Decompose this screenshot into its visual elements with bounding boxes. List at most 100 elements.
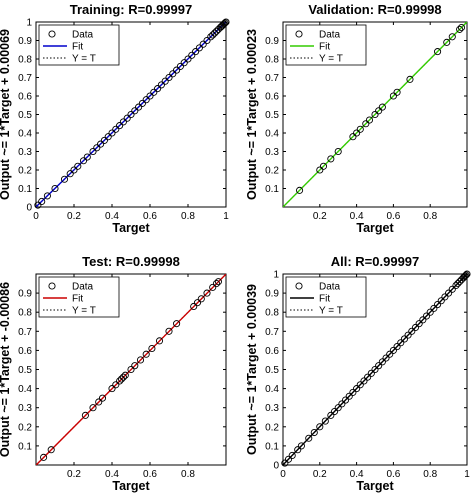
data-point: [155, 337, 164, 345]
data-point: [95, 398, 103, 406]
data-point: [108, 129, 116, 137]
y-tick-label: 0.6: [265, 92, 279, 103]
data-point: [288, 451, 296, 460]
x-tick-label: 0.2: [67, 469, 81, 480]
legend-label: Y = T: [72, 54, 96, 65]
data-point: [150, 88, 158, 96]
data-point: [327, 411, 335, 419]
data-point: [456, 278, 464, 286]
data-point: [386, 350, 394, 358]
data-point: [184, 55, 192, 63]
data-point: [362, 120, 370, 128]
x-tick-label: 0.6: [143, 211, 157, 222]
data-point: [176, 62, 184, 70]
legend-box: [285, 276, 367, 318]
fit-line: [36, 274, 226, 465]
legend-label: Y = T: [72, 306, 96, 317]
data-point: [422, 312, 431, 320]
data-point: [66, 170, 74, 178]
plot-panel-4: All: R=0.99997 0 0.2 0.4 0.6 0.8 1 0 0.1 0.2 0.3 0.…: [245, 254, 471, 493]
data-point: [411, 323, 420, 332]
data-point: [40, 453, 48, 461]
data-point: [180, 59, 188, 67]
data-point: [74, 162, 82, 170]
data-point: [461, 272, 469, 280]
data-point: [209, 31, 217, 39]
data-point: [203, 36, 211, 45]
data-point: [195, 44, 203, 52]
data-point: [173, 320, 181, 328]
y-tick-label: 0.6: [18, 92, 32, 103]
data-point: [34, 201, 42, 209]
y-tick-label: 0.2: [265, 166, 279, 177]
legend-label: Data: [72, 30, 94, 41]
y-tick-label: 0.7: [265, 327, 279, 338]
x-tick-label: 1: [464, 469, 470, 480]
data-point: [360, 377, 368, 385]
data-point: [445, 289, 453, 297]
y-tick-label: 0.4: [265, 384, 279, 395]
y-axis-label: Output ~= 1*Target + 0.00039: [245, 284, 259, 455]
x-tick-label: 0.4: [350, 211, 364, 222]
data-point: [334, 147, 342, 156]
data-point: [79, 157, 88, 165]
x-tick-label: 0.4: [105, 211, 119, 222]
data-point: [211, 29, 219, 37]
y-tick-label: 0.9: [265, 289, 279, 300]
data-point: [441, 293, 449, 301]
y-axis-label: Output ~= 1*Target + 0.00069: [0, 29, 12, 200]
y-tick-label: 0: [273, 461, 279, 472]
data-point: [281, 459, 289, 467]
y-tick-label: 0.2: [265, 422, 279, 433]
plot-title: Test: R=0.99998: [82, 254, 180, 269]
y-axis-label: Output ~= 1*Target + -0.00086: [0, 282, 12, 457]
y-tick-label: 0.5: [18, 365, 32, 376]
x-tick-label: 0.8: [181, 469, 195, 480]
plot-title: Validation: R=0.99998: [308, 2, 441, 17]
legend-label: Fit: [72, 42, 83, 53]
data-point: [457, 23, 466, 32]
data-point: [89, 147, 97, 156]
data-point: [310, 428, 318, 437]
y-tick-label: 0.1: [18, 184, 32, 195]
data-point: [448, 285, 456, 293]
data-point: [371, 110, 379, 119]
data-point: [378, 103, 386, 111]
legend-data-marker: [295, 282, 303, 290]
data-point: [203, 289, 211, 297]
data-point: [135, 103, 143, 111]
data-point: [426, 308, 434, 316]
data-point: [212, 27, 221, 35]
data-point: [284, 455, 293, 463]
y-tick-label: 0.7: [18, 73, 32, 84]
data-point: [212, 279, 221, 288]
y-tick-label: 0.1: [18, 441, 32, 452]
data-point: [220, 20, 228, 28]
legend-box: [285, 24, 367, 66]
data-point: [214, 278, 222, 286]
y-tick-label: 0.7: [265, 73, 279, 84]
data-point: [98, 394, 107, 402]
data-point: [404, 331, 412, 339]
y-tick-label: 0.8: [265, 308, 279, 319]
y-tick-label: 0.2: [18, 422, 32, 433]
data-point: [437, 297, 445, 305]
data-point: [146, 92, 154, 100]
data-point: [356, 125, 364, 133]
data-point: [316, 166, 324, 174]
data-point: [142, 350, 150, 358]
plot-title: All: R=0.99997: [331, 254, 420, 269]
legend-label: Fit: [72, 294, 83, 305]
y-tick-label: 0.6: [18, 346, 32, 357]
y-tick-label: 1: [273, 270, 279, 281]
x-tick-label: 1: [223, 211, 229, 222]
data-point: [173, 66, 181, 74]
y-tick-label: 0.5: [265, 110, 279, 121]
data-point: [305, 434, 313, 442]
data-point: [117, 375, 126, 383]
data-point: [165, 73, 173, 82]
data-point: [197, 295, 205, 303]
y-tick-label: 0.3: [18, 147, 32, 158]
